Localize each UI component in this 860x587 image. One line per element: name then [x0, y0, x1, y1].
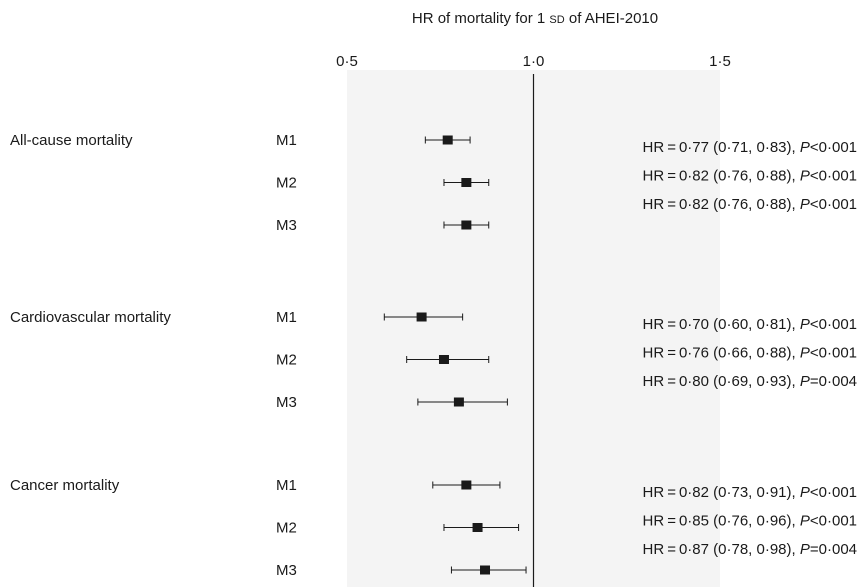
hr-marker [442, 135, 453, 145]
chart-title-unit: SD [549, 14, 565, 26]
hr-marker [438, 355, 449, 364]
x-tick-label: 1·5 [709, 53, 731, 70]
chart-title: HR of mortality for 1 SD of AHEI-2010 [260, 10, 810, 27]
hr-stat-text: HR = 0·82 (0·76, 0·88), P<0·001 [643, 196, 857, 213]
hr-stat-text: HR = 0·70 (0·60, 0·81), P<0·001 [643, 316, 857, 333]
hr-stat-text: HR = 0·85 (0·76, 0·96), P<0·001 [643, 513, 857, 530]
hr-marker [416, 312, 427, 322]
model-label: M2 [276, 520, 297, 537]
hr-marker [472, 523, 483, 532]
hr-stat-text: HR = 0·82 (0·76, 0·88), P<0·001 [643, 168, 857, 185]
group-label: Cardiovascular mortality [10, 309, 171, 326]
model-label: M1 [276, 477, 297, 494]
hr-stat-text: HR = 0·80 (0·69, 0·93), P=0·004 [643, 373, 857, 390]
hr-marker [461, 178, 472, 187]
group-label: Cancer mortality [10, 477, 120, 494]
model-label: M1 [276, 309, 297, 326]
hr-stat-text: HR = 0·77 (0·71, 0·83), P<0·001 [643, 139, 857, 156]
x-tick-label: 0·5 [336, 53, 358, 70]
model-label: M2 [276, 175, 297, 192]
model-label: M3 [276, 562, 297, 579]
hr-stat-text: HR = 0·82 (0·73, 0·91), P<0·001 [643, 484, 857, 501]
hr-stat-text: HR = 0·76 (0·66, 0·88), P<0·001 [643, 345, 857, 362]
group-label: All-cause mortality [10, 132, 133, 149]
model-label: M3 [276, 394, 297, 411]
hr-stat-text: HR = 0·87 (0·78, 0·98), P=0·004 [643, 541, 857, 558]
model-label: M1 [276, 132, 297, 149]
chart-title-suffix: of AHEI-2010 [568, 10, 659, 27]
chart-title-prefix: HR of mortality for 1 [411, 10, 546, 27]
hr-marker [461, 220, 472, 230]
model-label: M3 [276, 217, 297, 234]
hr-marker [453, 397, 464, 407]
hr-marker [480, 565, 491, 575]
x-tick-label: 1·0 [523, 53, 545, 70]
model-label: M2 [276, 352, 297, 369]
hr-marker [461, 480, 472, 490]
